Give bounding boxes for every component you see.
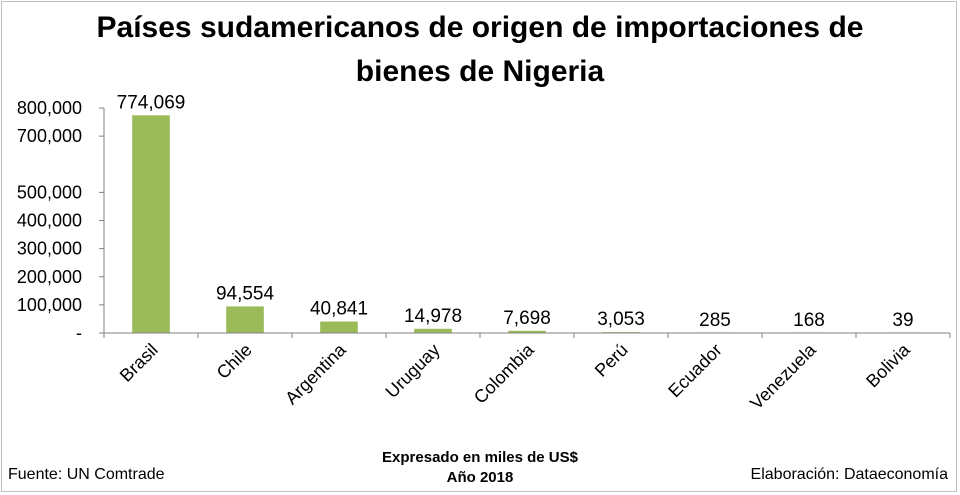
x-axis-title: Expresado en miles de US$ Año 2018 [0, 448, 960, 488]
chart-title-line-1: Países sudamericanos de origen de import… [96, 11, 864, 44]
data-label: 285 [699, 310, 731, 331]
y-tick-label: 800,000 [17, 98, 82, 118]
x-tick-label: Perú [591, 340, 632, 381]
y-tick-label: 200,000 [17, 267, 82, 287]
data-label: 168 [793, 310, 825, 331]
x-tick-label: Chile [213, 340, 256, 383]
source-note: Fuente: UN Comtrade [8, 466, 165, 483]
bar-uruguay [414, 328, 452, 333]
y-axis: - 100,000 200,000 300,000 400,000 500,000 700,… [17, 98, 105, 343]
bar-brasil [132, 115, 170, 333]
x-axis: Brasil Chile Argentina Uruguay Colombia Perú E… [103, 332, 951, 413]
bar-argentina [320, 321, 358, 333]
x-tick-label: Ecuador [664, 340, 726, 402]
bar-chile [226, 306, 264, 333]
y-tick-label: 300,000 [17, 239, 82, 259]
data-label: 14,978 [404, 306, 462, 327]
x-axis-title-line-1: Expresado en miles de US$ [382, 449, 578, 466]
x-tick-label: Uruguay [382, 340, 444, 402]
chart-title-line-2: bienes de Nigeria [355, 55, 605, 88]
x-tick-label: Colombia [470, 339, 539, 408]
x-tick-label: Argentina [281, 339, 350, 408]
x-tick-label: Brasil [116, 340, 162, 386]
y-tick-label: 500,000 [17, 182, 82, 202]
x-axis-title-line-2: Año 2018 [446, 469, 514, 486]
chart-title: Países sudamericanos de origen de import… [60, 6, 900, 94]
data-label: 7,698 [503, 308, 551, 329]
y-tick-label: 400,000 [17, 211, 82, 231]
data-label: 39 [892, 310, 913, 331]
x-tick-label: Venezuela [746, 339, 820, 413]
bar-colombia [508, 330, 546, 333]
credit-note: Elaboración: Dataeconomía [750, 466, 948, 483]
data-label: 3,053 [597, 309, 645, 330]
y-tick-label: 700,000 [17, 126, 82, 146]
data-label: 774,069 [117, 92, 186, 113]
data-label: 40,841 [310, 299, 368, 320]
y-tick-label: 100,000 [17, 295, 82, 315]
bars: 774,069 94,554 40,841 14,978 7,698 3,053 285 16… [117, 92, 922, 333]
y-tick-label: - [76, 323, 82, 343]
data-label: 94,554 [216, 283, 275, 304]
x-tick-label: Bolivia [862, 339, 914, 391]
